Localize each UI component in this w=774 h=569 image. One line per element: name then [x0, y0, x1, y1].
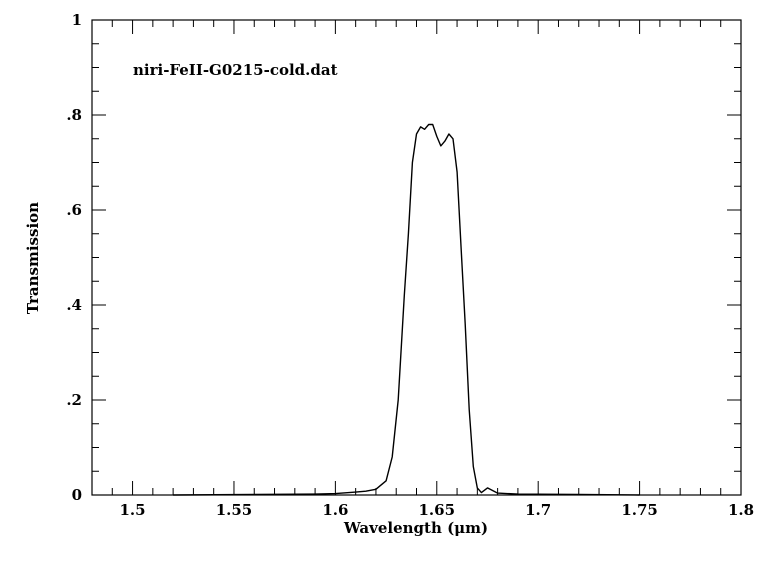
x-axis-title: Wavelength (μm)	[343, 519, 488, 537]
x-tick-label: 1.8	[728, 501, 754, 519]
x-tick-label: 1.75	[621, 501, 658, 519]
y-tick-label: .2	[66, 391, 82, 409]
x-tick-label: 1.5	[120, 501, 146, 519]
x-tick-label: 1.6	[322, 501, 348, 519]
plot-frame	[91, 19, 742, 496]
data-file-annotation: niri-FeII-G0215-cold.dat	[133, 61, 338, 79]
x-tick-label: 1.7	[525, 501, 551, 519]
y-tick-label: .4	[66, 296, 82, 314]
y-tick-label: .6	[66, 201, 82, 219]
y-tick-label: 1	[72, 11, 82, 29]
x-tick-label: 1.55	[216, 501, 253, 519]
series-layer	[173, 123, 640, 496]
series-line	[173, 123, 640, 496]
y-axis-title: Transmission	[24, 202, 42, 314]
y-tick-label: 0	[72, 486, 82, 504]
y-tick-label: .8	[66, 106, 82, 124]
axis-tick-labels: 1.5 1.55 1.6 1.65 1.7 1.75 1.8 0 .2 .4 .6 .8 1	[66, 11, 754, 519]
x-tick-label: 1.65	[419, 501, 456, 519]
axis-ticks	[91, 19, 742, 496]
